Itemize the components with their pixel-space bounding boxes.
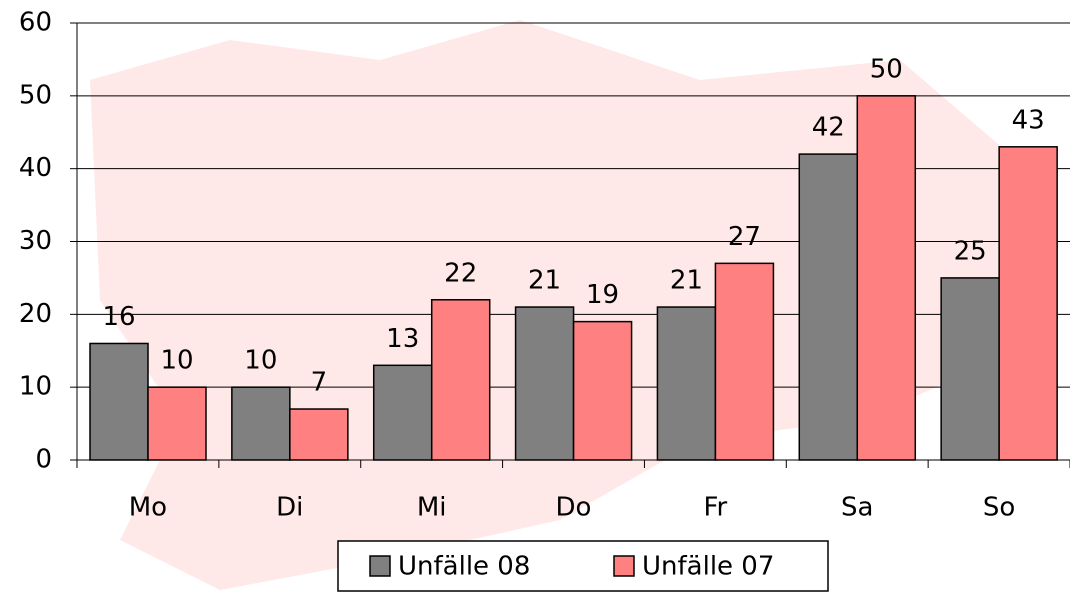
x-tick-label: Di (276, 493, 303, 523)
value-label: 10 (160, 346, 193, 376)
y-tick-label: 0 (35, 445, 52, 475)
y-tick-label: 20 (19, 299, 52, 329)
x-tick-label: So (983, 493, 1015, 523)
legend-swatch (369, 555, 391, 577)
bar (289, 408, 349, 461)
legend-label: Unfälle 07 (642, 552, 774, 582)
value-label: 21 (670, 266, 703, 296)
value-label: 7 (311, 368, 328, 398)
x-tick-label: Sa (841, 493, 873, 523)
bar (147, 386, 207, 461)
value-label: 22 (444, 258, 477, 288)
y-tick-label: 60 (19, 8, 52, 38)
y-tick-label: 50 (19, 80, 52, 110)
value-label: 19 (586, 280, 619, 310)
y-tick-label: 40 (19, 153, 52, 183)
y-tick-label: 30 (19, 226, 52, 256)
value-label: 10 (244, 346, 277, 376)
y-tick-label: 10 (19, 372, 52, 402)
bar (572, 320, 633, 461)
bar (940, 277, 1000, 461)
x-tick-label: Mo (129, 493, 167, 523)
value-label: 42 (812, 113, 845, 143)
value-label: 16 (102, 302, 135, 332)
bar (798, 153, 859, 461)
x-tick-label: Mi (417, 493, 447, 523)
value-label: 13 (386, 324, 419, 354)
bar (514, 306, 575, 461)
legend-swatch (613, 555, 635, 577)
legend-box (337, 540, 829, 592)
bar (656, 306, 717, 461)
bar (998, 146, 1058, 461)
bar (231, 386, 291, 461)
value-label: 43 (1012, 105, 1045, 135)
x-tick-label: Fr (703, 493, 727, 523)
bar (430, 299, 491, 461)
bar (89, 342, 149, 461)
legend-label: Unfälle 08 (398, 552, 530, 582)
bar (856, 95, 917, 461)
bar (372, 364, 433, 461)
value-label: 21 (528, 266, 561, 296)
bar (714, 262, 775, 461)
value-label: 25 (954, 236, 987, 266)
value-label: 50 (870, 54, 903, 84)
x-tick-label: Do (556, 493, 592, 523)
value-label: 27 (728, 222, 761, 252)
